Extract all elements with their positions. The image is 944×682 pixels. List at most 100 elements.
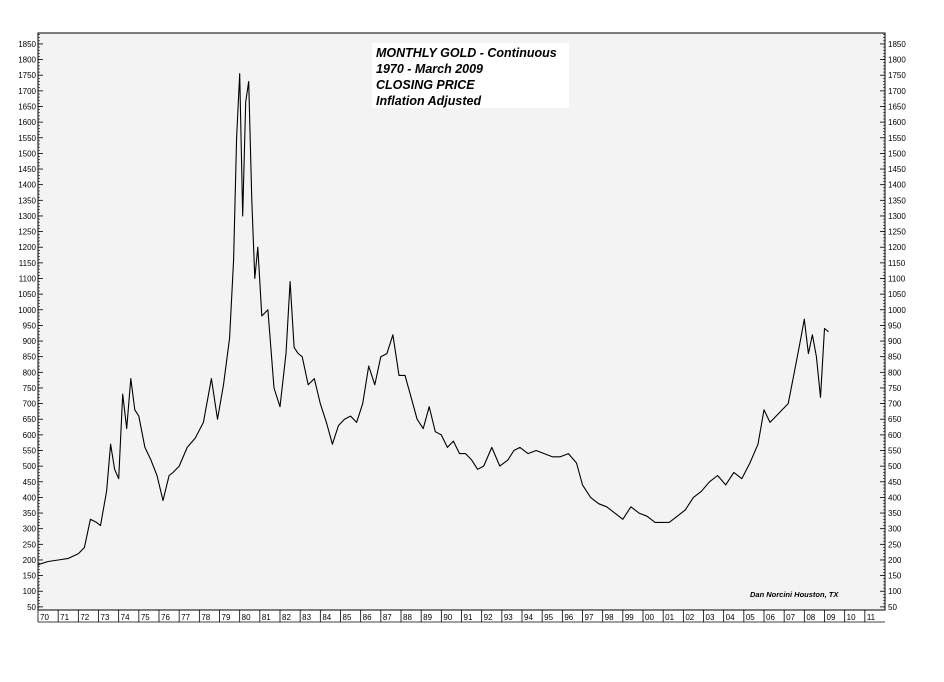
y-tick-label-right: 450: [888, 478, 902, 487]
x-tick-label: 91: [464, 613, 473, 622]
y-tick-label-right: 1400: [888, 181, 906, 190]
y-tick-label-left: 500: [23, 462, 37, 471]
x-tick-label: 77: [181, 613, 190, 622]
y-tick-label-right: 350: [888, 509, 902, 518]
x-tick-label: 08: [806, 613, 815, 622]
x-tick-label: 78: [201, 613, 210, 622]
y-tick-label-left: 1650: [18, 102, 36, 111]
y-tick-label-left: 700: [23, 400, 37, 409]
y-tick-label-right: 100: [888, 587, 902, 596]
x-tick-label: 73: [101, 613, 110, 622]
plot-area: [37, 32, 886, 611]
y-tick-label-left: 800: [23, 368, 37, 377]
y-tick-label-left: 200: [23, 556, 37, 565]
x-tick-label: 83: [302, 613, 311, 622]
y-tick-label-right: 800: [888, 368, 902, 377]
y-tick-label-right: 1200: [888, 243, 906, 252]
x-tick-label: 11: [867, 613, 876, 622]
y-tick-label-left: 650: [23, 415, 37, 424]
y-tick-label-left: 900: [23, 337, 37, 346]
y-tick-label-right: 1600: [888, 118, 906, 127]
y-tick-label-right: 1800: [888, 56, 906, 65]
x-tick-label: 07: [786, 613, 795, 622]
y-tick-label-left: 750: [23, 384, 37, 393]
title-box: [372, 43, 569, 108]
chart-title-line: Inflation Adjusted: [376, 94, 481, 108]
y-tick-label-left: 1300: [18, 212, 36, 221]
y-tick-label-left: 100: [23, 587, 37, 596]
y-tick-label-left: 1250: [18, 228, 36, 237]
price-series-line: [37, 73, 829, 566]
y-tick-label-right: 950: [888, 321, 902, 330]
x-tick-label: 70: [40, 613, 49, 622]
y-tick-label-right: 750: [888, 384, 902, 393]
x-tick-label: 10: [847, 613, 856, 622]
x-tick-label: 92: [484, 613, 493, 622]
x-tick-label: 94: [524, 613, 533, 622]
x-tick-label: 02: [685, 613, 694, 622]
y-tick-label-right: 150: [888, 572, 902, 581]
y-tick-label-right: 1450: [888, 165, 906, 174]
y-tick-label-right: 1250: [888, 228, 906, 237]
y-tick-label-right: 1850: [888, 40, 906, 49]
x-tick-label: 74: [121, 613, 130, 622]
y-tick-label-right: 50: [888, 603, 897, 612]
x-tick-label: 93: [504, 613, 513, 622]
y-tick-label-left: 1350: [18, 196, 36, 205]
y-tick-label-left: 1150: [19, 259, 37, 268]
x-tick-label: 97: [585, 613, 594, 622]
y-tick-label-left: 1100: [19, 274, 37, 283]
y-tick-label-left: 1700: [18, 87, 36, 96]
x-tick-label: 01: [665, 613, 674, 622]
y-tick-label-left: 850: [23, 353, 37, 362]
y-tick-label-right: 1150: [888, 259, 906, 268]
y-tick-label-right: 850: [888, 353, 902, 362]
x-tick-label: 87: [383, 613, 392, 622]
y-tick-label-left: 450: [23, 478, 37, 487]
x-tick-label: 84: [322, 613, 331, 622]
y-tick-label-left: 950: [23, 321, 37, 330]
x-tick-label: 00: [645, 613, 654, 622]
y-tick-label-left: 1500: [18, 149, 36, 158]
x-tick-label: 75: [141, 613, 150, 622]
x-tick-label: 09: [827, 613, 836, 622]
y-tick-label-left: 1400: [18, 181, 36, 190]
chart-title-line: 1970 - March 2009: [376, 62, 483, 76]
y-tick-label-right: 1050: [888, 290, 906, 299]
y-tick-label-right: 1500: [888, 149, 906, 158]
x-tick-label: 80: [242, 613, 251, 622]
y-tick-label-right: 900: [888, 337, 902, 346]
y-tick-label-right: 200: [888, 556, 902, 565]
y-tick-label-right: 1000: [888, 306, 906, 315]
chart-title-line: MONTHLY GOLD - Continuous: [376, 46, 557, 60]
y-tick-label-right: 700: [888, 400, 902, 409]
y-tick-label-left: 1000: [18, 306, 36, 315]
y-tick-label-left: 1200: [18, 243, 36, 252]
y-tick-label-left: 150: [23, 572, 37, 581]
y-tick-label-right: 300: [888, 525, 902, 534]
y-tick-label-left: 350: [23, 509, 37, 518]
x-tick-label: 88: [403, 613, 412, 622]
y-tick-label-left: 1550: [18, 134, 36, 143]
y-tick-label-right: 250: [888, 540, 902, 549]
y-tick-label-right: 600: [888, 431, 902, 440]
x-tick-label: 71: [60, 613, 69, 622]
y-axis-right: 50 100 150 200 250 300 350 400 450 500 550 600 650 70…: [880, 34, 906, 612]
y-tick-label-right: 1650: [888, 102, 906, 111]
x-tick-label: 81: [262, 613, 271, 622]
y-tick-label-left: 550: [23, 447, 37, 456]
x-tick-label: 90: [443, 613, 452, 622]
x-tick-label: 06: [766, 613, 775, 622]
x-tick-label: 72: [80, 613, 89, 622]
y-tick-label-left: 600: [23, 431, 37, 440]
x-tick-label: 95: [544, 613, 553, 622]
y-tick-label-right: 1550: [888, 134, 906, 143]
x-tick-label: 76: [161, 613, 170, 622]
y-tick-label-right: 400: [888, 493, 902, 502]
y-tick-label-left: 50: [27, 603, 36, 612]
x-tick-label: 99: [625, 613, 634, 622]
y-tick-label-right: 650: [888, 415, 902, 424]
y-tick-label-left: 400: [23, 493, 37, 502]
y-tick-label-left: 250: [23, 540, 37, 549]
y-tick-label-right: 1300: [888, 212, 906, 221]
